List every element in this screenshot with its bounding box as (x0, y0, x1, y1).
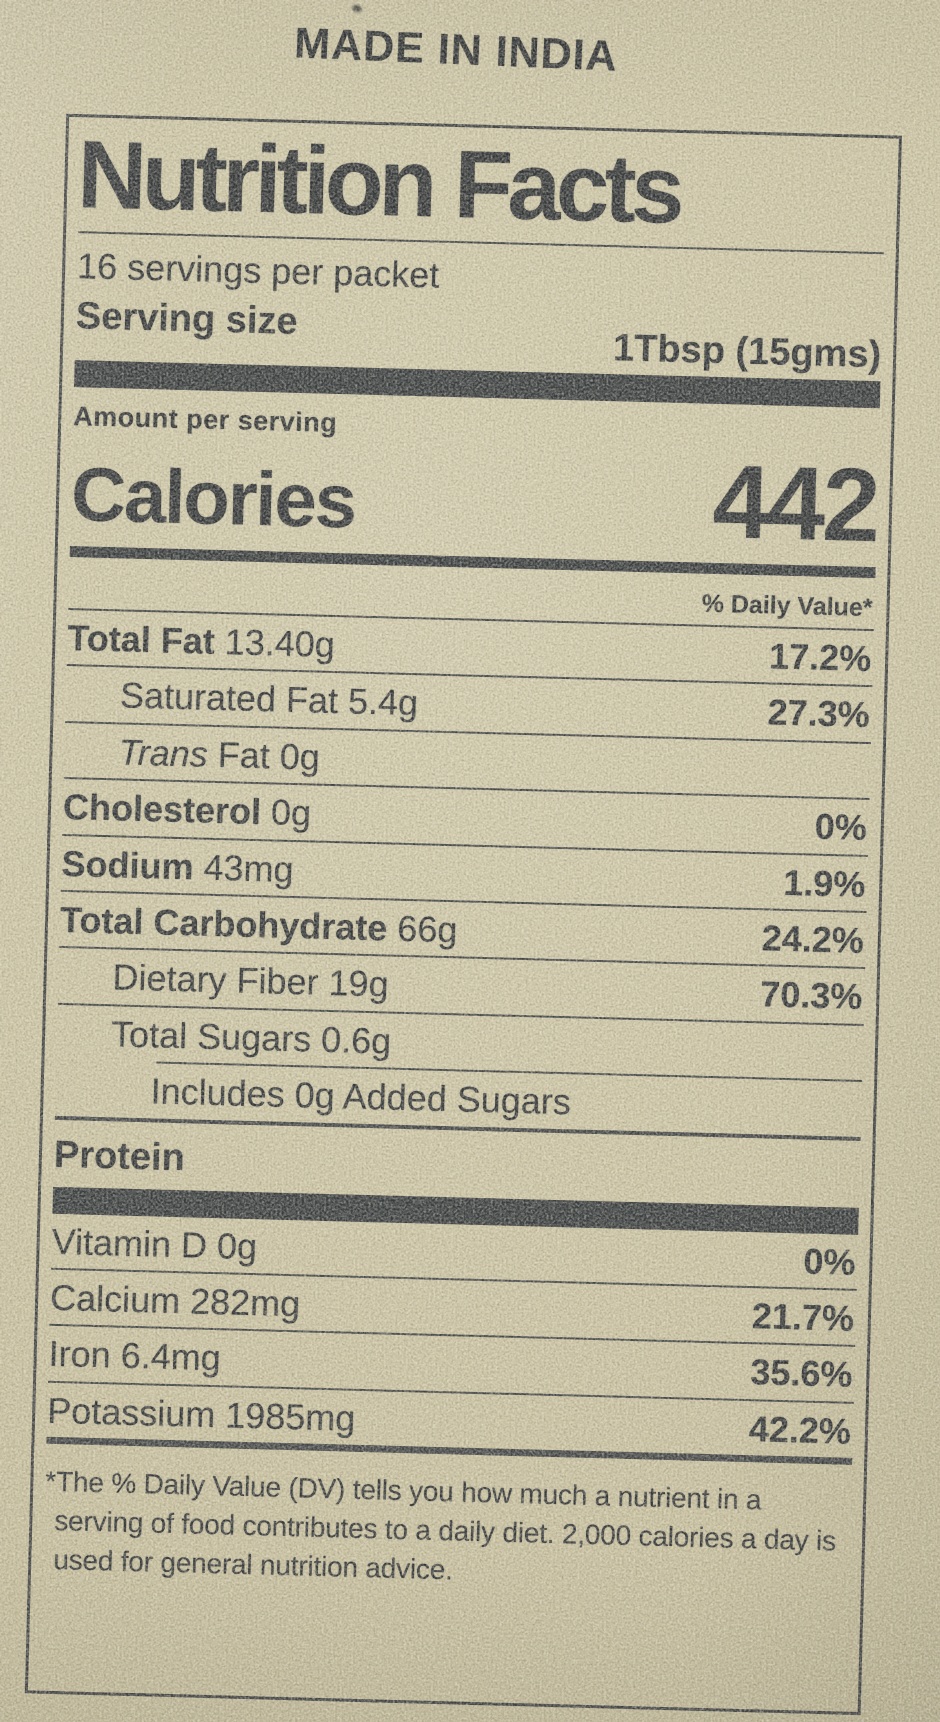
nutrient-name: Saturated Fat 5.4g (119, 675, 418, 724)
label-title: Nutrition Facts (76, 121, 682, 244)
nutrient-daily-value: 1.9% (782, 861, 866, 905)
nutrient-daily-value: 17.2% (768, 635, 872, 680)
nutrient-name-bold: Total Fat (66, 617, 216, 662)
calories-value: 442 (711, 443, 879, 565)
micro-amount: Iron 6.4mg (48, 1333, 222, 1379)
nutrient-name: Sodium 43mg (61, 842, 294, 889)
nutrient-amount: Saturated Fat 5.4g (119, 674, 419, 724)
micro-daily-value: 0% (802, 1240, 856, 1283)
nutrient-name: Total Sugars 0.6g (111, 1013, 392, 1062)
nutrient-name-italic: Trans (117, 731, 209, 775)
nutrient-daily-value: 0% (814, 805, 868, 849)
nutrient-name: Dietary Fiber 19g (112, 957, 389, 1006)
nutrient-daily-value: 27.3% (767, 691, 871, 736)
micro-daily-value: 35.6% (749, 1351, 854, 1396)
nutrient-amount: Fat 0g (207, 733, 321, 778)
nutrient-name: Trans Fat 0g (118, 731, 320, 778)
made-in-india-stamp: MADE IN INDIA (293, 19, 619, 81)
micro-name: Vitamin D 0g (51, 1220, 257, 1267)
nutrient-amount: Total Sugars 0.6g (110, 1013, 392, 1062)
nutrient-amount: Includes 0g Added Sugars (150, 1070, 572, 1123)
nutrient-daily-value: 24.2% (761, 917, 865, 961)
micro-amount: Vitamin D 0g (51, 1220, 258, 1267)
nutrient-name: Includes 0g Added Sugars (150, 1070, 571, 1122)
calories-label: Calories (70, 452, 357, 545)
nutrient-daily-value: 70.3% (759, 973, 863, 1018)
serving-size-label: Serving size (75, 295, 299, 343)
nutrient-amount: 0g (260, 791, 312, 834)
micro-daily-value: 21.7% (751, 1295, 855, 1339)
nutrient-name: Total Carbohydrate 66g (60, 899, 458, 951)
nutrition-facts-label: Nutrition Facts 16 servings per packet S… (24, 113, 902, 1716)
nutrient-amount: 13.40g (214, 620, 336, 666)
nutrient-name: Total Fat 13.40g (67, 617, 335, 665)
nutrient-name-bold: Cholesterol (62, 786, 262, 833)
nutrient-amount: Dietary Fiber 19g (112, 956, 390, 1005)
micro-name: Potassium 1985mg (47, 1389, 356, 1438)
micro-amount: Potassium 1985mg (46, 1389, 356, 1439)
nutrient-amount: 43mg (193, 845, 295, 890)
micro-name: Calcium 282mg (50, 1277, 301, 1325)
nutrient-name: Cholesterol 0g (63, 786, 312, 834)
nutrient-amount: 66g (386, 907, 458, 951)
paper-speck (350, 3, 364, 14)
micro-name: Iron 6.4mg (48, 1333, 221, 1379)
micro-daily-value: 42.2% (748, 1407, 852, 1452)
nutrient-name-bold: Total Carbohydrate (59, 898, 388, 949)
nutrient-name-bold: Sodium (61, 842, 195, 887)
micro-amount: Calcium 282mg (49, 1276, 301, 1325)
daily-value-footnote: *The % Daily Value (DV) tells you how mu… (45, 1465, 837, 1586)
serving-size-value: 1Tbsp (15gms) (612, 327, 882, 377)
calories-row: Calories 442 (70, 436, 879, 565)
